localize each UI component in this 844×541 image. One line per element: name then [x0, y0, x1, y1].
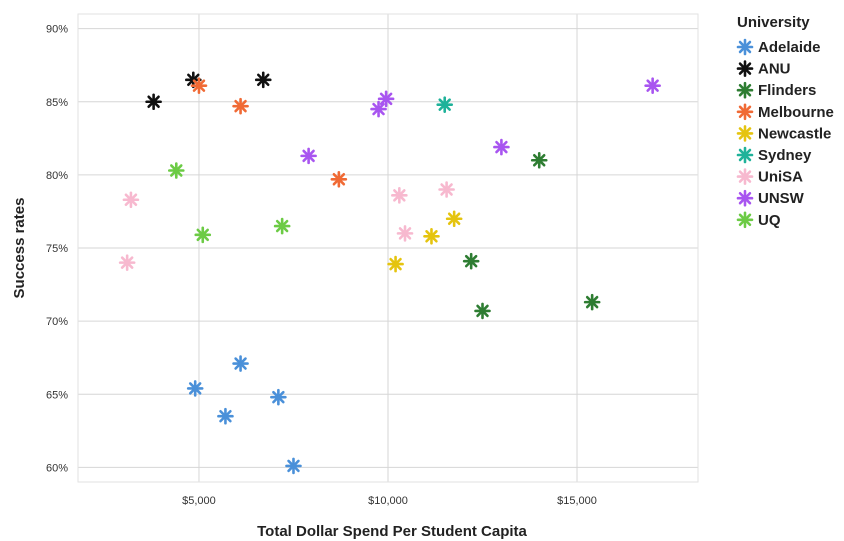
legend-marker-unisa — [736, 168, 754, 185]
point-adelaide — [186, 380, 204, 397]
point-adelaide — [217, 407, 234, 425]
y-tick-label: 80% — [46, 170, 68, 182]
y-tick-label: 85% — [46, 97, 68, 109]
y-tick-label: 60% — [46, 462, 68, 474]
legend-marker-uq — [736, 211, 754, 229]
legend-title: University — [737, 14, 810, 31]
y-tick-label: 75% — [46, 243, 68, 255]
point-melbourne — [232, 97, 249, 115]
point-adelaide — [270, 388, 287, 406]
point-newcastle — [423, 228, 440, 245]
point-unisa — [391, 187, 408, 204]
legend-item-sydney: Sydney — [758, 147, 812, 164]
legend-marker-flinders — [736, 81, 754, 99]
plot-frame — [77, 13, 699, 483]
point-flinders — [530, 151, 548, 169]
legend-marker-adelaide — [736, 38, 754, 56]
point-unsw — [300, 147, 317, 165]
legend-marker-newcastle — [736, 125, 754, 142]
legend-item-unisa: UniSA — [758, 169, 803, 186]
point-uq — [194, 226, 212, 244]
legend-item-unsw: UNSW — [758, 190, 805, 207]
point-flinders — [474, 302, 491, 320]
point-unsw — [377, 90, 395, 108]
x-axis-ticks: $5,000 $10,000 $15,000 — [182, 495, 597, 507]
point-flinders — [462, 252, 480, 270]
point-flinders — [583, 293, 601, 311]
point-melbourne — [330, 170, 348, 188]
point-adelaide — [232, 355, 249, 372]
x-tick-label: $15,000 — [557, 495, 597, 507]
legend-item-uq: UQ — [758, 212, 781, 229]
y-axis-title: Success rates — [11, 198, 28, 299]
legend-item-adelaide: Adelaide — [758, 39, 821, 56]
y-tick-label: 65% — [46, 389, 68, 401]
point-sydney — [436, 96, 454, 113]
legend-marker-unsw — [736, 189, 754, 207]
point-anu — [254, 71, 272, 89]
x-tick-label: $10,000 — [368, 495, 408, 507]
legend-marker-anu — [736, 60, 754, 77]
legend-item-flinders: Flinders — [758, 82, 816, 99]
point-melbourne — [190, 77, 208, 94]
point-unsw — [370, 100, 387, 118]
y-tick-label: 90% — [46, 24, 68, 36]
point-uq — [273, 217, 291, 235]
x-tick-label: $5,000 — [182, 495, 216, 507]
x-axis-title: Total Dollar Spend Per Student Capita — [257, 523, 527, 540]
point-unisa — [122, 191, 140, 209]
legend-item-melbourne: Melbourne — [758, 104, 834, 121]
data-points — [118, 71, 661, 475]
y-axis-ticks: 60% 65% 70% 75% 80% 85% 90% — [46, 24, 68, 475]
point-unsw — [644, 77, 661, 94]
point-uq — [167, 162, 185, 179]
legend: University Adelaide ANU Flinders Melbourne N… — [736, 14, 834, 229]
point-anu — [145, 93, 162, 111]
legend-marker-melbourne — [736, 103, 754, 121]
grid-lines — [77, 13, 699, 483]
point-newcastle — [387, 255, 404, 273]
legend-marker-sydney — [736, 146, 754, 164]
point-unisa — [438, 181, 455, 198]
point-unsw — [493, 138, 510, 156]
point-unisa — [118, 254, 136, 271]
point-newcastle — [445, 210, 463, 228]
point-adelaide — [285, 457, 302, 475]
y-tick-label: 70% — [46, 316, 68, 328]
legend-item-newcastle: Newcastle — [758, 125, 831, 142]
point-unisa — [396, 225, 414, 242]
legend-item-anu: ANU — [758, 61, 791, 78]
